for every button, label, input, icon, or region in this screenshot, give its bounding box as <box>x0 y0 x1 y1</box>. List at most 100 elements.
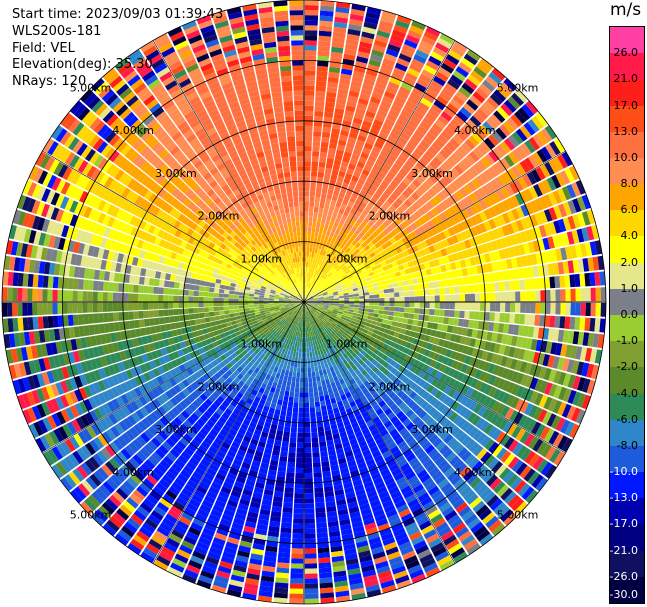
radar-gate <box>456 269 463 278</box>
radar-gate <box>350 8 365 17</box>
radar-gate <box>488 272 495 282</box>
radar-gate <box>294 483 304 489</box>
radar-gate <box>336 285 342 290</box>
radar-gate <box>561 186 572 201</box>
radar-gate <box>389 131 400 141</box>
radar-gate <box>353 65 366 74</box>
radar-gate <box>399 291 405 297</box>
radar-gate <box>324 203 330 210</box>
radar-gate <box>287 375 292 382</box>
radar-gate <box>358 292 364 296</box>
radar-gate <box>312 356 317 362</box>
radar-gate <box>420 269 427 277</box>
radar-gate <box>454 286 460 294</box>
radar-gate <box>390 221 398 229</box>
radar-gate <box>444 294 450 302</box>
radar-gate <box>315 191 321 198</box>
radar-gate <box>581 194 591 210</box>
radar-gate <box>587 257 595 272</box>
radar-gate <box>304 30 318 36</box>
radar-gate <box>381 243 389 250</box>
radar-gate <box>444 82 458 94</box>
radar-gate <box>381 280 388 285</box>
radar-gate <box>505 291 511 302</box>
radar-gate <box>357 224 364 232</box>
radar-gate <box>339 243 346 249</box>
radar-gate <box>309 402 315 408</box>
radar-gate <box>409 266 416 273</box>
radar-gate <box>437 191 447 201</box>
radar-gate <box>311 371 316 378</box>
radar-gate <box>496 144 508 157</box>
radar-gate <box>589 317 596 332</box>
radar-gate <box>565 288 571 302</box>
radar-gate <box>463 319 470 328</box>
radar-gate <box>367 133 378 141</box>
radar-gate <box>314 302 320 304</box>
radar-gate <box>463 53 478 66</box>
radar-gate <box>311 432 318 438</box>
radar-gate <box>354 299 360 302</box>
radar-gate <box>312 141 321 147</box>
radar-gate <box>295 472 304 479</box>
radar-gate <box>304 442 312 448</box>
radar-gate <box>313 297 319 300</box>
radar-gate <box>296 457 304 464</box>
radar-gate <box>350 279 356 284</box>
radar-gate <box>304 95 315 101</box>
radar-gate <box>384 140 395 150</box>
radar-gate <box>520 255 528 267</box>
radar-gate <box>309 272 312 278</box>
radar-gate <box>443 160 454 171</box>
radar-gate <box>424 289 430 296</box>
radar-gate <box>313 391 319 398</box>
radar-gate <box>459 294 466 302</box>
radar-gate <box>321 280 327 286</box>
radar-gate <box>492 204 502 216</box>
radar-gate <box>311 156 319 162</box>
radar-gate <box>318 562 332 569</box>
radar-gate <box>545 289 551 302</box>
radar-gate <box>433 281 440 288</box>
radar-gate <box>421 153 432 164</box>
radar-gate <box>523 242 531 255</box>
radar-gate <box>308 382 313 388</box>
radar-gate <box>564 168 575 183</box>
radar-gate <box>372 204 380 212</box>
radar-gate <box>509 313 516 324</box>
radar-gate <box>425 112 437 123</box>
radar-gate <box>492 228 501 240</box>
radar-gate <box>375 34 389 44</box>
radar-gate <box>530 302 536 314</box>
radar-gate <box>438 316 445 324</box>
radar-gate <box>315 253 320 259</box>
radar-gate <box>536 149 548 163</box>
radar-gate <box>421 35 436 46</box>
radar-gate <box>332 211 338 218</box>
radar-gate <box>317 293 323 297</box>
radar-gate <box>307 287 311 293</box>
radar-gate <box>570 302 576 316</box>
radar-gate <box>493 89 507 103</box>
radar-gate <box>524 229 533 242</box>
radar-gate <box>368 287 374 292</box>
radar-gate <box>304 196 310 202</box>
radar-gate <box>354 296 360 300</box>
radar-gate <box>430 51 445 62</box>
radar-gate <box>306 342 309 348</box>
radar-gate <box>370 167 380 176</box>
radar-gate <box>343 306 349 309</box>
radar-gate <box>297 432 304 438</box>
radar-gate <box>483 196 493 208</box>
radar-gate <box>435 71 449 82</box>
radar-gate <box>549 141 561 156</box>
radar-gate <box>459 106 472 119</box>
radar-gate <box>338 230 344 237</box>
radar-gate <box>354 277 361 282</box>
radar-gate <box>422 93 435 104</box>
radar-gate <box>532 265 540 278</box>
radar-gate <box>336 287 343 291</box>
radar-gate <box>311 292 317 297</box>
radar-gate <box>316 532 328 539</box>
radar-gate <box>445 54 460 66</box>
